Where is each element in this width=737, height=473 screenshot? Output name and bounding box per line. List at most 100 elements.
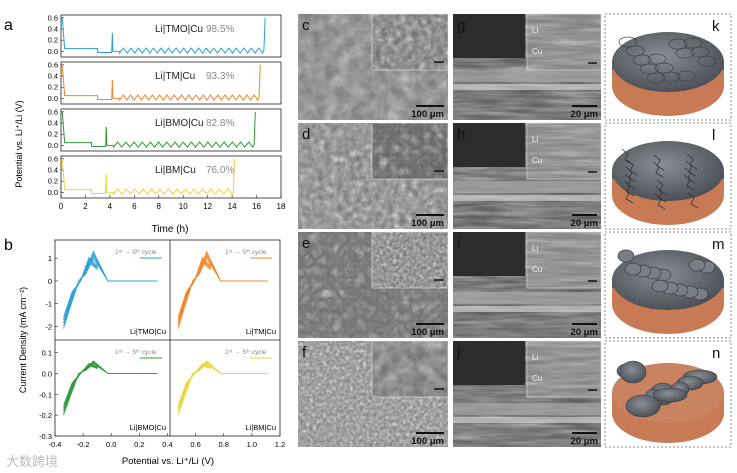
panel-a-xtick-label: 18 (277, 202, 286, 211)
panel-b-cycle-trace (177, 250, 268, 329)
lithium-layer-top (612, 141, 724, 201)
panel-label-d: d (302, 126, 310, 143)
lithium-crack (625, 166, 637, 183)
sem-scale-bar-label: 100 μm (411, 327, 444, 338)
panel-a-xtick-label: 12 (203, 202, 212, 211)
lithium-grain (697, 55, 717, 67)
sem-cross-inset-cu-label: Cu (532, 156, 542, 165)
panel-a-trace (61, 17, 266, 55)
panel-b-xtick-label: 0.0 (106, 440, 116, 449)
panel-b-xtick-label: -0.2 (77, 440, 90, 449)
panel-a-trace-name: Li|TMO|Cu (155, 24, 203, 35)
panel-b-ytick-label: -0.1 (39, 390, 52, 399)
panel-b-cycle-trace (177, 360, 268, 416)
panel-b-ytick-label: -0.2 (39, 411, 52, 420)
panel-a-xtick-label: 2 (83, 202, 88, 211)
panel-b-ytick-label: 0 (48, 277, 52, 286)
panel-b-xtick-label: 0.6 (190, 440, 200, 449)
panel-a-frame (60, 14, 282, 58)
panel-label-l: l (712, 127, 715, 144)
lithium-bump (651, 279, 669, 293)
panel-a-ylabel: Potential vs. Li⁺/Li (V) (14, 100, 24, 187)
panel-a-efficiency: 98.5% (206, 24, 234, 35)
panel-b-cycle-trace (63, 250, 158, 329)
lithium-crack (626, 159, 638, 176)
sem-scale-bar-label: 20 μm (571, 218, 598, 229)
lithium-bump (688, 258, 706, 272)
panel-a-frame (60, 108, 282, 152)
sem-cross-dark-region (453, 232, 525, 276)
panel-a-ytick-label: 0.0 (48, 188, 58, 197)
sem-cross-dark-region (453, 341, 525, 385)
sem-cross-copper-layer (453, 403, 601, 415)
panel-label-f: f (302, 344, 307, 361)
lithium-crack (654, 193, 666, 210)
panel-a-xtick-label: 16 (252, 202, 261, 211)
sem-cross-copper-layer (453, 292, 601, 304)
sem-top-inset-image (372, 14, 448, 70)
panel-b-ytick-label: 0.0 (42, 369, 52, 378)
lithium-layer-top (612, 32, 724, 92)
panel-b-ylabel: Current Density (mA cm⁻²) (18, 287, 28, 393)
panel-a-ytick-label: 0.2 (48, 177, 58, 186)
lithium-crack (656, 179, 668, 196)
sem-scale-bar-label: 20 μm (571, 436, 598, 447)
panel-a-frame (60, 155, 282, 199)
panel-a-xtick-label: 6 (132, 202, 137, 211)
sem-cross-inset-image (527, 14, 601, 70)
panel-label-i: i (457, 235, 460, 252)
lithium-grain (639, 63, 659, 75)
panel-a-ytick-label: 0.6 (48, 60, 58, 69)
panel-b-cycle-trace (63, 360, 158, 416)
panel-label-b: b (4, 237, 13, 254)
sem-scale-bar-label: 20 μm (571, 327, 598, 338)
panel-a-xtick-label: 8 (157, 202, 162, 211)
panel-a-trace-name: Li|BM|Cu (155, 165, 196, 176)
sem-scale-bar-label: 20 μm (571, 109, 598, 120)
panel-b-cycle-trace (177, 252, 268, 326)
panel-a-trace (61, 158, 236, 196)
sem-cross-inset-image (527, 123, 601, 179)
panel-label-k: k (712, 18, 720, 35)
sem-cross-dark-region (453, 123, 525, 167)
sem-cross-inset-cu-label: Cu (532, 265, 542, 274)
panel-a-ytick-label: 0.4 (48, 166, 58, 175)
lithium-grain (683, 37, 703, 49)
panel-b-ytick-label: 0.1 (42, 349, 52, 358)
panel-b-xtick-label: -0.4 (49, 440, 62, 449)
sem-cross-inset-li-label: Li (532, 244, 538, 253)
sem-scale-bar-label: 100 μm (411, 218, 444, 229)
panel-a-efficiency: 76.0% (206, 165, 234, 176)
panel-a-ytick-label: 0.4 (48, 119, 58, 128)
sem-cross-dark-region (453, 14, 525, 58)
watermark: 大数跨境 (6, 454, 58, 469)
panel-b-xtick-label: 0.4 (162, 440, 172, 449)
lithium-dendrite (625, 394, 661, 418)
panel-b-cycle-trace (177, 361, 268, 411)
panel-label-c: c (302, 17, 310, 34)
sem-scale-bar-label: 100 μm (411, 109, 444, 120)
panel-b-xtick-label: 0.8 (219, 440, 229, 449)
panel-a-trace-name: Li|TM|Cu (155, 71, 195, 82)
sem-cross-inset-li-label: Li (532, 26, 538, 35)
lithium-bump (624, 262, 642, 276)
sem-cross-copper-layer (453, 181, 601, 193)
schematic-disks: k l m n (604, 13, 732, 448)
lithium-grain (647, 53, 667, 65)
panel-a-trace (61, 111, 256, 149)
lithium-grain (690, 46, 710, 58)
lithium-grain (676, 70, 696, 82)
panel-a-frame (60, 61, 282, 105)
panel-b-cycle-trace (63, 255, 158, 321)
panel-label-g: g (457, 17, 465, 34)
panel-b-frame (54, 239, 281, 437)
panel-b-legend: 1ˢᵗ → 5ᵗʰ cycle (115, 249, 157, 256)
panel-b-subplot-name: Li|TM|Cu (246, 327, 276, 336)
panel-b-xlabel: Potential vs. Li⁺/Li (V) (122, 456, 214, 467)
panel-b-subplot-name: Li|BMO|Cu (130, 423, 166, 432)
panel-b-xtick-label: 0.2 (134, 440, 144, 449)
lithium-crack (655, 186, 667, 203)
panel-b-ytick-label: -0.3 (39, 432, 52, 441)
lithium-bump (617, 249, 635, 263)
